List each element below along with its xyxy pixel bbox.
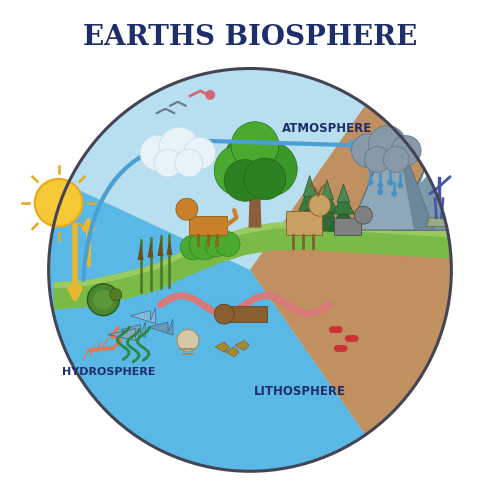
Text: ATMOSPHERE: ATMOSPHERE (282, 122, 372, 134)
Circle shape (34, 179, 82, 226)
Circle shape (206, 90, 215, 100)
Polygon shape (350, 123, 434, 230)
Circle shape (244, 158, 286, 200)
Polygon shape (48, 185, 366, 472)
Polygon shape (235, 340, 249, 350)
Polygon shape (328, 206, 358, 231)
Circle shape (140, 135, 176, 171)
Polygon shape (158, 238, 164, 256)
Polygon shape (303, 176, 316, 196)
Circle shape (384, 146, 409, 172)
Circle shape (88, 284, 119, 316)
Polygon shape (394, 123, 434, 230)
Polygon shape (426, 218, 454, 226)
Circle shape (432, 165, 446, 179)
Circle shape (391, 191, 397, 197)
Circle shape (215, 232, 240, 256)
Circle shape (177, 330, 199, 351)
Polygon shape (295, 202, 324, 230)
Circle shape (391, 136, 421, 166)
Polygon shape (334, 218, 361, 235)
Circle shape (354, 206, 372, 224)
Polygon shape (248, 180, 262, 228)
Circle shape (378, 182, 384, 188)
Circle shape (368, 126, 406, 164)
Circle shape (94, 290, 114, 310)
Circle shape (352, 134, 385, 168)
Polygon shape (138, 242, 143, 260)
Polygon shape (332, 193, 354, 214)
Circle shape (224, 160, 266, 202)
Polygon shape (148, 240, 154, 258)
Polygon shape (312, 204, 342, 231)
Polygon shape (337, 184, 350, 202)
Polygon shape (250, 105, 452, 435)
Circle shape (110, 289, 122, 300)
Circle shape (175, 149, 203, 177)
Circle shape (231, 122, 279, 170)
Circle shape (180, 235, 206, 260)
Circle shape (190, 230, 219, 260)
Polygon shape (298, 186, 320, 210)
Circle shape (308, 194, 330, 216)
Circle shape (176, 198, 198, 220)
Circle shape (364, 146, 390, 172)
Text: HYDROSPHERE: HYDROSPHERE (62, 367, 155, 377)
Circle shape (224, 130, 286, 192)
Polygon shape (225, 347, 239, 357)
Polygon shape (286, 211, 322, 235)
Polygon shape (386, 123, 402, 146)
Polygon shape (166, 238, 172, 255)
Polygon shape (420, 166, 432, 183)
Text: EARTHS BIOSPHERE: EARTHS BIOSPHERE (83, 24, 417, 51)
Polygon shape (230, 306, 268, 322)
Circle shape (154, 149, 182, 177)
Circle shape (214, 144, 266, 197)
Polygon shape (320, 180, 334, 200)
Circle shape (206, 235, 227, 257)
Circle shape (368, 180, 374, 186)
Circle shape (242, 142, 297, 197)
Polygon shape (130, 308, 156, 324)
Circle shape (184, 137, 216, 169)
Polygon shape (190, 216, 226, 235)
Polygon shape (108, 328, 136, 340)
Polygon shape (316, 190, 338, 212)
Polygon shape (120, 322, 146, 338)
Polygon shape (54, 222, 449, 310)
Circle shape (378, 190, 384, 196)
Polygon shape (394, 166, 458, 230)
Text: LITHOSPHERE: LITHOSPHERE (254, 385, 346, 398)
Circle shape (387, 180, 393, 186)
Circle shape (214, 304, 234, 324)
Polygon shape (215, 342, 229, 352)
Polygon shape (54, 222, 449, 288)
Circle shape (397, 182, 403, 188)
Circle shape (48, 68, 452, 471)
Polygon shape (148, 319, 173, 335)
Circle shape (159, 127, 199, 167)
